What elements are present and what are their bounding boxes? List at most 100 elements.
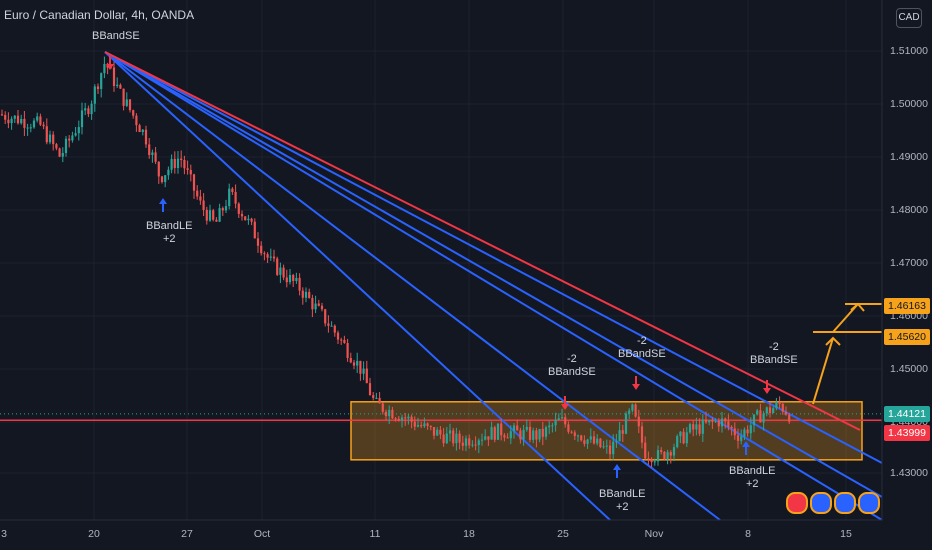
- candle-body: [516, 425, 519, 431]
- candle-body: [458, 433, 461, 443]
- candle-body: [442, 434, 445, 444]
- candle-body: [327, 323, 330, 326]
- candle-body: [61, 152, 64, 157]
- annotation-line: BBandLE: [146, 220, 193, 232]
- candle-body: [221, 208, 224, 211]
- candle-body: [64, 138, 68, 153]
- candle-body: [196, 190, 199, 197]
- annotation-bbandle: BBandLE +2: [599, 488, 645, 514]
- candle-body: [695, 424, 698, 430]
- candle-body: [528, 426, 532, 440]
- candle-body: [474, 444, 477, 446]
- candle-body: [362, 368, 365, 374]
- candle-body: [87, 108, 90, 115]
- candle-body: [688, 424, 692, 433]
- annotation-line: BBandSE: [618, 348, 666, 360]
- fan-trendline: [104, 51, 883, 498]
- candle-body: [164, 175, 167, 183]
- candles: [0, 56, 791, 468]
- candle-body: [26, 127, 29, 129]
- candle-body: [679, 431, 682, 437]
- x-tick: 25: [557, 528, 569, 540]
- sell-arrow-icon: [763, 380, 771, 394]
- candle-body: [23, 118, 26, 128]
- candle-body: [564, 417, 567, 425]
- candle-body: [180, 158, 183, 161]
- candle-body: [244, 216, 247, 221]
- candle-body: [298, 277, 301, 291]
- target-arrow-path: [812, 337, 834, 405]
- candle-body: [605, 445, 608, 447]
- candle-body: [170, 158, 173, 170]
- annotation-line: -2: [566, 353, 577, 365]
- annotation-line: +2: [615, 501, 629, 513]
- candle-body: [7, 119, 10, 124]
- flag-icon[interactable]: [786, 492, 808, 514]
- indicator-badges[interactable]: [786, 492, 880, 514]
- candle-body: [212, 210, 215, 220]
- candle-body: [788, 414, 791, 422]
- candle-body: [375, 397, 378, 399]
- candle-body: [682, 431, 685, 444]
- x-tick: 11: [369, 528, 381, 540]
- event-icon[interactable]: [834, 492, 856, 514]
- currency-button[interactable]: CAD: [896, 8, 922, 28]
- candle-body: [464, 438, 468, 446]
- candle-body: [752, 414, 756, 426]
- candle-body: [368, 383, 372, 396]
- candle-body: [765, 407, 768, 414]
- candle-body: [692, 424, 695, 430]
- candle-body: [128, 99, 132, 111]
- event-icon[interactable]: [858, 492, 880, 514]
- candle-body: [621, 430, 624, 434]
- y-tick: 1.48000: [890, 204, 928, 216]
- candle-body: [144, 129, 148, 145]
- candle-body: [112, 67, 116, 87]
- candle-body: [135, 115, 138, 126]
- candle-body: [701, 419, 704, 434]
- candle-body: [202, 200, 205, 210]
- event-icon[interactable]: [810, 492, 832, 514]
- annotation-line: BBandSE: [92, 30, 140, 42]
- candle-body: [116, 84, 119, 87]
- candle-body: [208, 210, 212, 221]
- candle-body: [660, 450, 663, 452]
- candle-body: [400, 417, 404, 421]
- candle-body: [311, 297, 314, 310]
- candle-body: [676, 436, 679, 448]
- y-tick: 1.47000: [890, 257, 928, 269]
- y-tick: 1.43000: [890, 467, 928, 479]
- candle-body: [304, 291, 308, 298]
- candle-body: [583, 440, 586, 444]
- candle-body: [330, 325, 333, 327]
- fan-trendline: [104, 51, 883, 464]
- candle-body: [647, 458, 650, 460]
- candle-body: [263, 253, 266, 255]
- range-box-layer: [0, 401, 882, 461]
- candle-body: [276, 258, 279, 275]
- annotation-bbandse: BBandSE: [92, 30, 140, 43]
- candle-body: [160, 176, 164, 183]
- candle-body: [484, 436, 487, 440]
- candle-body: [580, 435, 583, 441]
- candle-body: [573, 432, 576, 436]
- candle-body: [669, 452, 672, 456]
- candle-body: [237, 203, 240, 214]
- candle-body: [506, 437, 509, 439]
- candle-body: [55, 144, 58, 149]
- candle-body: [407, 416, 410, 419]
- candle-body: [343, 339, 346, 344]
- candle-body: [138, 125, 141, 133]
- candle-body: [16, 115, 20, 124]
- candle-body: [535, 430, 538, 440]
- candle-body: [285, 277, 288, 283]
- candle-body: [650, 458, 653, 463]
- candle-body: [759, 410, 762, 423]
- candle-body: [314, 303, 317, 310]
- candle-body: [224, 206, 228, 211]
- candle-body: [71, 135, 74, 141]
- annotation-line: -2: [636, 335, 647, 347]
- annotation-bbandse: -2 BBandSE: [548, 353, 596, 379]
- candle-body: [288, 274, 292, 283]
